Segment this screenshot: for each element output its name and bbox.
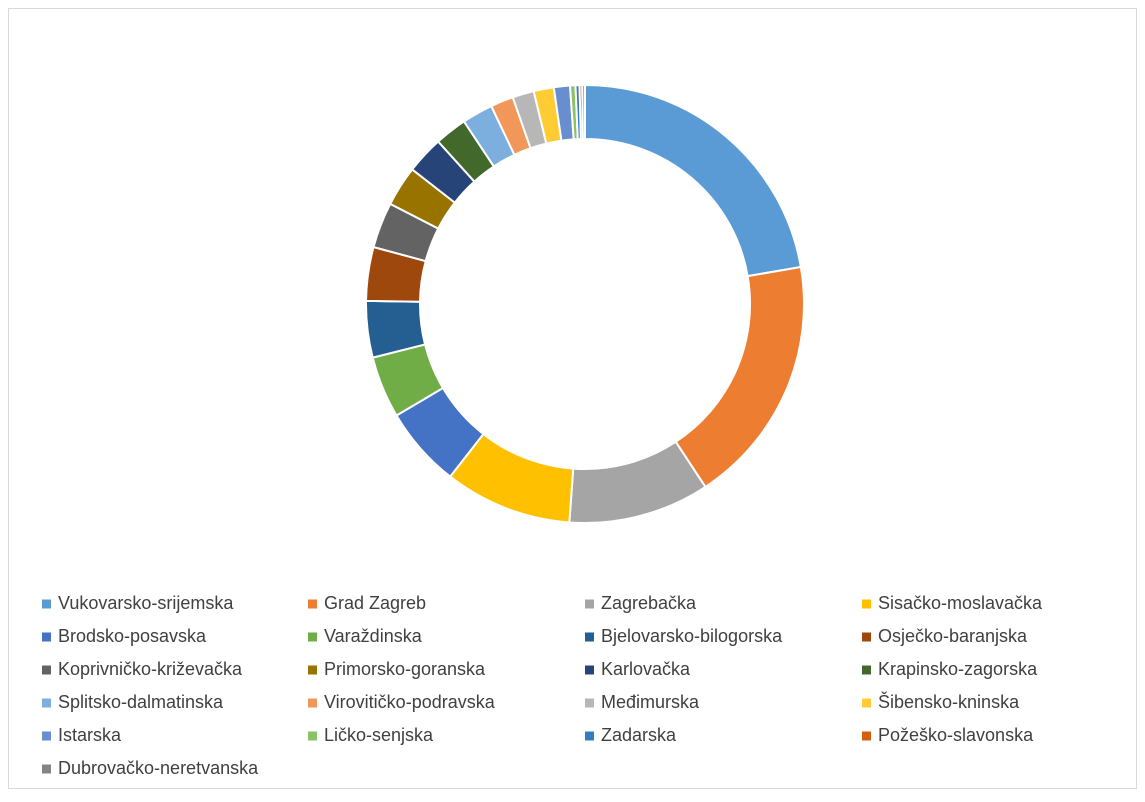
legend-label: Ličko-senjska <box>324 725 434 745</box>
legend-swatch <box>585 599 594 609</box>
legend-label: Virovitičko-podravska <box>324 692 496 712</box>
legend-label: Grad Zagreb <box>324 593 426 613</box>
legend-swatch <box>585 665 594 675</box>
legend-swatch <box>862 599 871 609</box>
legend-label: Međimurska <box>601 692 700 712</box>
legend-swatch <box>308 731 317 741</box>
legend-label: Brodsko-posavska <box>58 626 207 646</box>
legend-label: Dubrovačko-neretvanska <box>58 758 259 778</box>
legend-swatch <box>862 632 871 642</box>
legend-label: Vukovarsko-srijemska <box>58 593 234 613</box>
legend-swatch <box>308 665 317 675</box>
legend-label: Karlovačka <box>601 659 691 679</box>
legend-swatch <box>42 764 51 774</box>
legend-label: Zagrebačka <box>601 593 697 613</box>
legend-label: Zadarska <box>601 725 677 745</box>
legend-label: Bjelovarsko-bilogorska <box>601 626 783 646</box>
legend-label: Sisačko-moslavačka <box>878 593 1043 613</box>
legend-label: Varaždinska <box>324 626 423 646</box>
legend-swatch <box>42 731 51 741</box>
legend-swatch <box>42 665 51 675</box>
legend-label: Osječko-baranjska <box>878 626 1028 646</box>
legend-swatch <box>308 599 317 609</box>
legend-swatch <box>585 731 594 741</box>
legend-swatch <box>862 731 871 741</box>
legend-swatch <box>862 698 871 708</box>
legend-swatch <box>308 632 317 642</box>
legend-label: Koprivničko-križevačka <box>58 659 243 679</box>
legend-label: Krapinsko-zagorska <box>878 659 1038 679</box>
legend-swatch <box>585 698 594 708</box>
legend-swatch <box>862 665 871 675</box>
legend-label: Istarska <box>58 725 122 745</box>
legend-swatch <box>42 632 51 642</box>
legend-swatch <box>585 632 594 642</box>
legend-swatch <box>308 698 317 708</box>
legend-label: Primorsko-goranska <box>324 659 486 679</box>
legend-label: Splitsko-dalmatinska <box>58 692 224 712</box>
legend-swatch <box>42 698 51 708</box>
legend-label: Požeško-slavonska <box>878 725 1034 745</box>
donut-slice <box>581 83 586 141</box>
legend-label: Šibensko-kninska <box>878 691 1020 712</box>
legend-swatch <box>42 599 51 609</box>
